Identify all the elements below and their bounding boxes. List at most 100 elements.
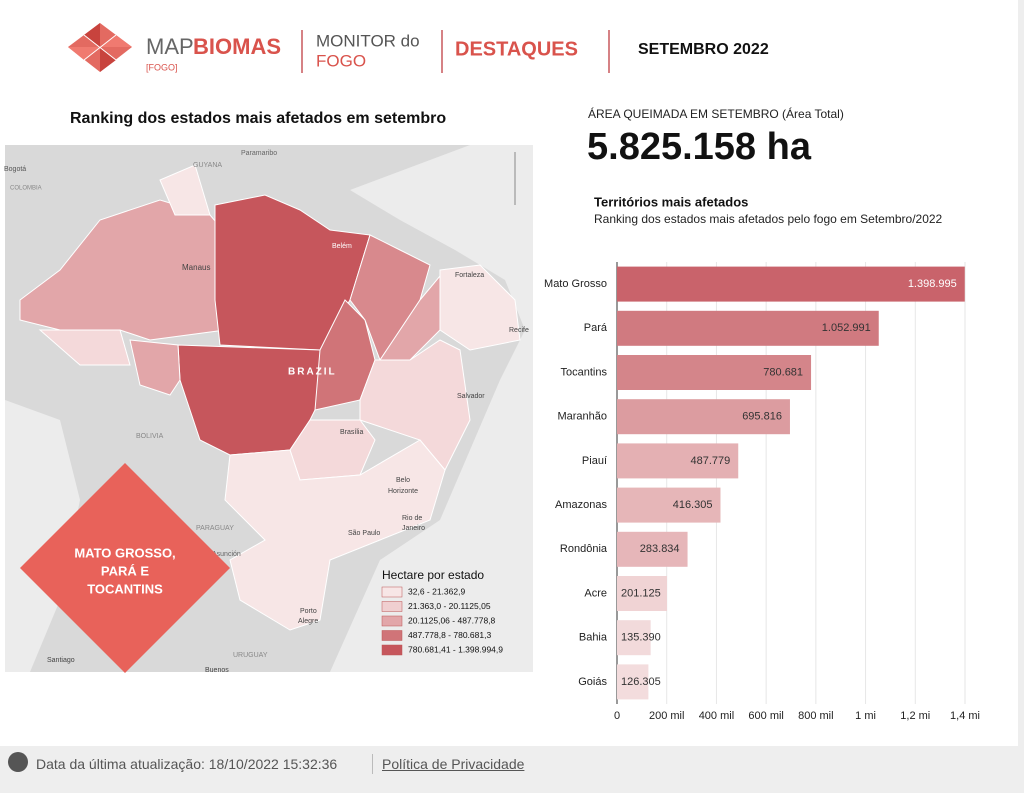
- legend-item: 487.778,8 - 780.681,3: [408, 630, 491, 640]
- y-tick-label: Acre: [584, 587, 607, 599]
- x-tick-label: 1,2 mi: [900, 710, 930, 722]
- period: SETEMBRO 2022: [638, 41, 769, 58]
- y-tick-label: Maranhão: [557, 411, 607, 423]
- map-place-label: Santiago: [47, 657, 75, 664]
- x-tick-label: 1 mi: [855, 710, 876, 722]
- highlight-diamond: [20, 463, 230, 673]
- y-tick-label: Pará: [584, 322, 608, 334]
- bar: [617, 355, 812, 390]
- map-place-label: Janeiro: [402, 525, 425, 532]
- x-tick-label: 800 mil: [798, 710, 833, 722]
- map-place-label: URUGUAY: [233, 652, 268, 659]
- x-tick-label: 0: [614, 710, 620, 722]
- map-place-label: Rio de: [402, 515, 422, 522]
- map-place-label: São Paulo: [348, 530, 380, 537]
- bar-chart: 0 200 mil 400 mil 600 mil 800 mil 1 mi 1,2 mi 1…: [544, 262, 980, 722]
- map-place-label: Fortaleza: [455, 272, 484, 279]
- map-place-label: Alegre: [298, 618, 318, 625]
- monitor-line1: MONITOR do: [316, 31, 420, 50]
- logo-icon: [68, 23, 132, 72]
- y-tick-label: Amazonas: [555, 499, 607, 511]
- map-place-label: BOLIVIA: [136, 433, 164, 440]
- monitor-line2: FOGO: [316, 51, 366, 70]
- bar: [617, 487, 721, 523]
- value-label: 126.305: [621, 676, 661, 688]
- map-place-label: PARAGUAY: [196, 525, 234, 532]
- map-legend: Hectare por estado 32,6 - 21.362,9 21.363,…: [381, 568, 503, 656]
- y-tick-label: Piauí: [582, 455, 607, 467]
- map-place-label: Belém: [332, 243, 352, 250]
- legend-item: 20.1125,06 - 487.778,8: [408, 615, 496, 625]
- map-place-label: Buenos: [205, 667, 229, 674]
- legend-swatch: [381, 615, 403, 627]
- legend-swatch: [381, 586, 403, 598]
- y-tick-label: Rondônia: [560, 543, 608, 555]
- value-label: 416.305: [673, 499, 713, 511]
- bolt-icon: [8, 752, 28, 772]
- value-label: 135.390: [621, 632, 661, 644]
- value-label: 283.834: [640, 543, 680, 555]
- y-tick-label: Tocantins: [561, 366, 608, 378]
- map-place-label: COLOMBIA: [10, 186, 42, 192]
- privacy-link[interactable]: Política de Privacidade: [382, 756, 525, 772]
- bar: [617, 576, 667, 611]
- map-place-label: Porto: [300, 608, 317, 615]
- highlight-line: TOCANTINS: [87, 581, 163, 596]
- legend-swatch: [381, 630, 403, 641]
- legend-swatch: [381, 644, 403, 656]
- map-place-label: Bogotá: [4, 166, 26, 173]
- map-place-label: Belo: [396, 477, 410, 484]
- map-place-label: Asunción: [212, 551, 241, 558]
- highlight-text: MATO GROSSO, PARÁ E TOCANTINS: [74, 545, 175, 596]
- map-place-label: BRAZIL: [288, 367, 337, 378]
- chart-title: Territórios mais afetados: [594, 194, 748, 209]
- map-place-label: Paramaribo: [241, 150, 277, 157]
- y-tick-label: Goiás: [578, 676, 607, 688]
- value-label: 695.816: [742, 411, 782, 423]
- bar: [617, 399, 790, 435]
- value-label: 1.052.991: [822, 322, 871, 334]
- summary-label: ÁREA QUEIMADA EM SETEMBRO (Área Total): [588, 106, 844, 121]
- value-label: 1.398.995: [908, 278, 957, 290]
- map-place-label: Manaus: [182, 263, 210, 272]
- map-place-label: Brasília: [340, 429, 363, 436]
- bar: [617, 620, 651, 656]
- bar: [617, 266, 965, 302]
- map-place-label: GUYANA: [193, 162, 222, 169]
- legend-title: Hectare por estado: [382, 568, 484, 582]
- value-label: 780.681: [763, 366, 803, 378]
- x-tick-label: 1,4 mi: [950, 710, 980, 722]
- x-tick-label: 400 mil: [699, 710, 734, 722]
- y-tick-label: Mato Grosso: [544, 278, 607, 290]
- legend-swatch: [381, 601, 403, 612]
- bar: [617, 443, 739, 479]
- map-title: Ranking dos estados mais afetados em set…: [70, 110, 446, 127]
- bar: [617, 310, 879, 346]
- logo-biomas: BIOMAS: [193, 34, 281, 59]
- highlight-line: MATO GROSSO,: [74, 545, 175, 560]
- map-place-label: Recife: [509, 327, 529, 334]
- map-labels: Bogotá COLOMBIA GUYANA Paramaribo Manaus Belé…: [4, 150, 529, 674]
- highlight-line: PARÁ E: [101, 563, 149, 578]
- bar: [617, 664, 649, 700]
- legend-item: 780.681,41 - 1.398.994,9: [408, 644, 503, 654]
- chart-subtitle: Ranking dos estados mais afetados pelo f…: [594, 212, 943, 226]
- footer-separator: [372, 754, 373, 774]
- legend-item: 21.363,0 - 20.1125,05: [408, 601, 491, 611]
- y-tick-label: Bahia: [579, 632, 608, 644]
- value-label: 487.779: [690, 455, 730, 467]
- section-title: DESTAQUES: [455, 38, 578, 60]
- x-tick-label: 200 mil: [649, 710, 684, 722]
- legend-item: 32,6 - 21.362,9: [408, 586, 465, 596]
- map-place-label: Horizonte: [388, 488, 418, 495]
- logo-tag: [FOGO]: [146, 62, 178, 72]
- value-label: 201.125: [621, 587, 661, 599]
- summary-value: 5.825.158 ha: [587, 126, 812, 168]
- last-updated: Data da última atualização: 18/10/2022 1…: [36, 756, 338, 772]
- logo-map: MAP: [146, 34, 194, 59]
- x-tick-label: 600 mil: [748, 710, 783, 722]
- map-place-label: Salvador: [457, 393, 485, 400]
- bar: [617, 531, 688, 567]
